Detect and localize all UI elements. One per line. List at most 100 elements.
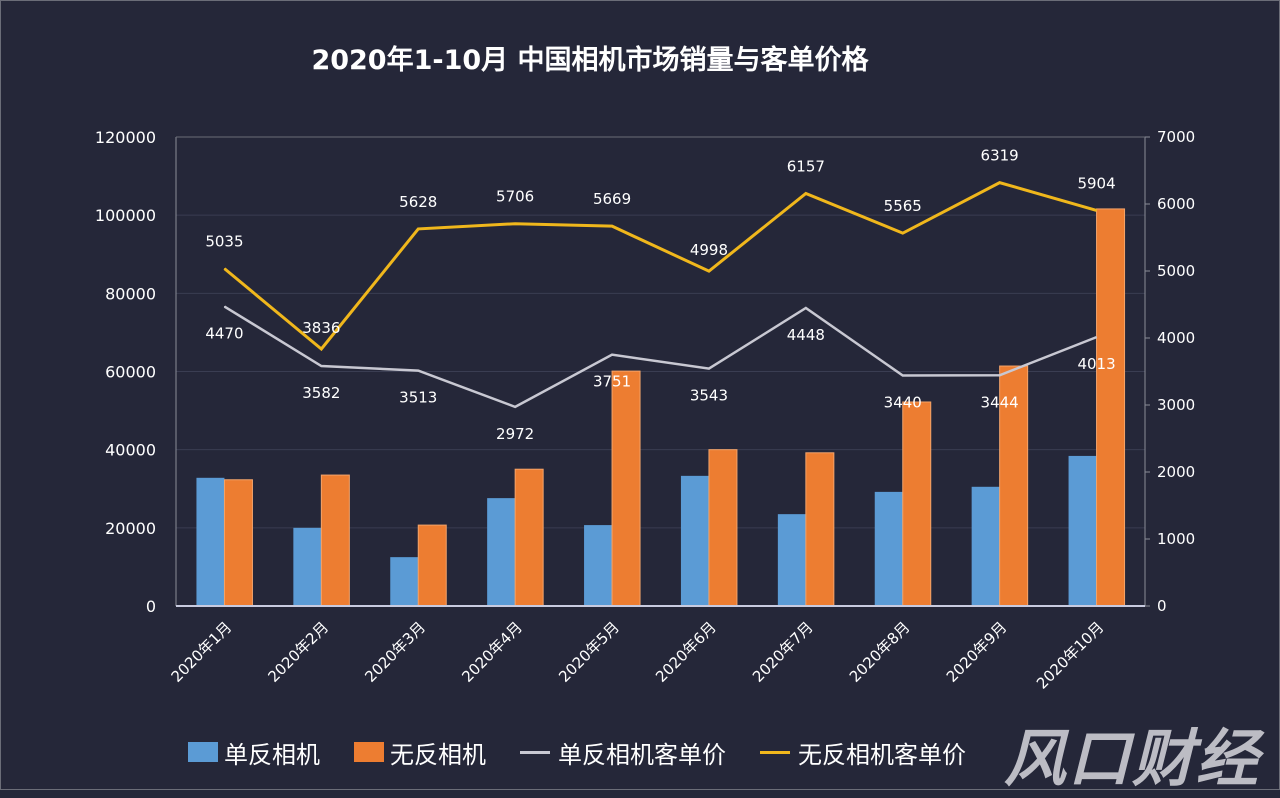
data-label-dslr-price: 4013 xyxy=(1077,355,1115,373)
legend-swatch-mirrorless-price xyxy=(760,750,790,754)
data-label-mirrorless-price: 3836 xyxy=(302,319,340,337)
bar-dslr xyxy=(777,514,806,606)
line-dslr-price xyxy=(223,305,1098,409)
point-mirrorless-price xyxy=(902,232,904,234)
legend-label-mirrorless: 无反相机 xyxy=(390,740,486,769)
legend: 单反相机 无反相机 单反相机客单价 无反相机客单价 xyxy=(188,734,1000,770)
right-axis-tick-label: 7000 xyxy=(1157,128,1195,146)
left-axis-tick-label: 0 xyxy=(146,597,156,616)
data-label-dslr-price: 2972 xyxy=(496,425,534,443)
bar-mirrorless xyxy=(514,468,544,607)
point-dslr-price xyxy=(708,368,710,370)
legend-item-dslr-price[interactable]: 单反相机客单价 xyxy=(520,735,726,770)
data-label-dslr-price: 3513 xyxy=(399,389,437,407)
x-axis-category-label: 2020年1月 xyxy=(168,618,236,686)
x-axis-category-label: 2020年3月 xyxy=(361,618,429,686)
data-label-mirrorless-price: 6319 xyxy=(981,147,1019,165)
legend-label-mirrorless-price: 无反相机客单价 xyxy=(798,740,966,769)
data-label-dslr-price: 3582 xyxy=(302,384,340,402)
bar-dslr xyxy=(390,557,419,606)
point-dslr-price xyxy=(611,354,613,356)
point-mirrorless-price xyxy=(805,192,807,194)
data-label-mirrorless-price: 5904 xyxy=(1077,174,1115,192)
left-axis-tick-label: 60000 xyxy=(105,363,156,382)
bar-mirrorless xyxy=(805,452,835,607)
legend-swatch-dslr xyxy=(188,742,218,762)
legend-item-mirrorless-price[interactable]: 无反相机客单价 xyxy=(760,735,966,770)
right-axis-tick-label: 5000 xyxy=(1157,262,1195,280)
watermark-logo: 风口财经 xyxy=(1003,722,1260,795)
bar-mirrorless xyxy=(417,524,447,607)
right-axis-tick-label: 1000 xyxy=(1157,530,1195,548)
data-label-dslr-price: 3440 xyxy=(884,394,922,412)
chart-title: 2020年1-10月 中国相机市场销量与客单价格 xyxy=(311,45,869,76)
point-mirrorless-price xyxy=(611,225,613,227)
bar-mirrorless xyxy=(708,449,738,607)
legend-swatch-mirrorless xyxy=(354,742,384,762)
point-mirrorless-price xyxy=(223,268,225,270)
point-mirrorless-price xyxy=(417,228,419,230)
data-label-mirrorless-price: 4998 xyxy=(690,241,728,259)
legend-item-dslr[interactable]: 单反相机 xyxy=(188,735,320,770)
legend-label-dslr-price: 单反相机客单价 xyxy=(558,740,726,769)
point-dslr-price xyxy=(514,406,516,408)
data-label-dslr-price: 3543 xyxy=(690,387,728,405)
x-axis-category-label: 2020年7月 xyxy=(749,618,817,686)
right-axis-tick-label: 4000 xyxy=(1157,329,1195,347)
x-axis-category-label: 2020年6月 xyxy=(652,618,720,686)
point-dslr-price xyxy=(223,306,225,308)
point-mirrorless-price xyxy=(708,270,710,272)
bar-dslr xyxy=(971,486,1000,606)
point-dslr-price xyxy=(902,375,904,377)
bar-dslr xyxy=(487,498,516,606)
bar-dslr xyxy=(584,525,613,606)
x-axis-category-label: 2020年10月 xyxy=(1033,618,1107,692)
x-axis-category-label: 2020年2月 xyxy=(264,618,332,686)
bar-mirrorless xyxy=(999,365,1029,607)
point-mirrorless-price xyxy=(1096,209,1098,211)
data-label-mirrorless-price: 6157 xyxy=(787,157,825,175)
left-axis-tick-label: 40000 xyxy=(105,441,156,460)
data-label-mirrorless-price: 5628 xyxy=(399,193,437,211)
bar-dslr xyxy=(1068,455,1097,606)
bar-dslr xyxy=(680,475,709,606)
bar-dslr xyxy=(874,491,903,606)
point-dslr-price xyxy=(417,370,419,372)
left-axis-tick-label: 100000 xyxy=(95,206,156,225)
bar-mirrorless xyxy=(902,401,932,607)
point-mirrorless-price xyxy=(999,182,1001,184)
right-axis-tick-label: 0 xyxy=(1157,597,1167,615)
data-label-dslr-price: 4448 xyxy=(787,326,825,344)
x-axis-category-label: 2020年8月 xyxy=(846,618,914,686)
left-axis-tick-label: 80000 xyxy=(105,284,156,303)
bar-mirrorless xyxy=(320,474,350,607)
legend-swatch-dslr-price xyxy=(520,750,550,754)
data-label-mirrorless-price: 5035 xyxy=(205,233,243,251)
data-label-dslr-price: 3751 xyxy=(593,373,631,391)
right-axis-tick-label: 3000 xyxy=(1157,396,1195,414)
point-dslr-price xyxy=(320,365,322,367)
point-mirrorless-price xyxy=(514,223,516,225)
legend-item-mirrorless[interactable]: 无反相机 xyxy=(354,735,486,770)
left-axis-tick-label: 20000 xyxy=(105,519,156,538)
bar-mirrorless xyxy=(611,370,641,607)
data-label-mirrorless-price: 5669 xyxy=(593,190,631,208)
bar-mirrorless xyxy=(1096,208,1126,607)
bar-dslr xyxy=(196,477,225,606)
data-label-mirrorless-price: 5565 xyxy=(884,197,922,215)
point-mirrorless-price xyxy=(320,348,322,350)
line-mirrorless-price xyxy=(223,181,1097,352)
bar-mirrorless xyxy=(223,479,253,607)
data-label-dslr-price: 4470 xyxy=(205,325,243,343)
bar-dslr xyxy=(293,527,322,606)
point-dslr-price xyxy=(1096,336,1098,338)
point-dslr-price xyxy=(805,307,807,309)
data-label-mirrorless-price: 5706 xyxy=(496,188,534,206)
data-label-dslr-price: 3444 xyxy=(981,393,1019,411)
left-axis-tick-label: 120000 xyxy=(95,128,156,147)
right-axis-tick-label: 2000 xyxy=(1157,463,1195,481)
x-axis-category-label: 2020年9月 xyxy=(943,618,1011,686)
point-dslr-price xyxy=(999,374,1001,376)
legend-label-dslr: 单反相机 xyxy=(224,740,320,769)
